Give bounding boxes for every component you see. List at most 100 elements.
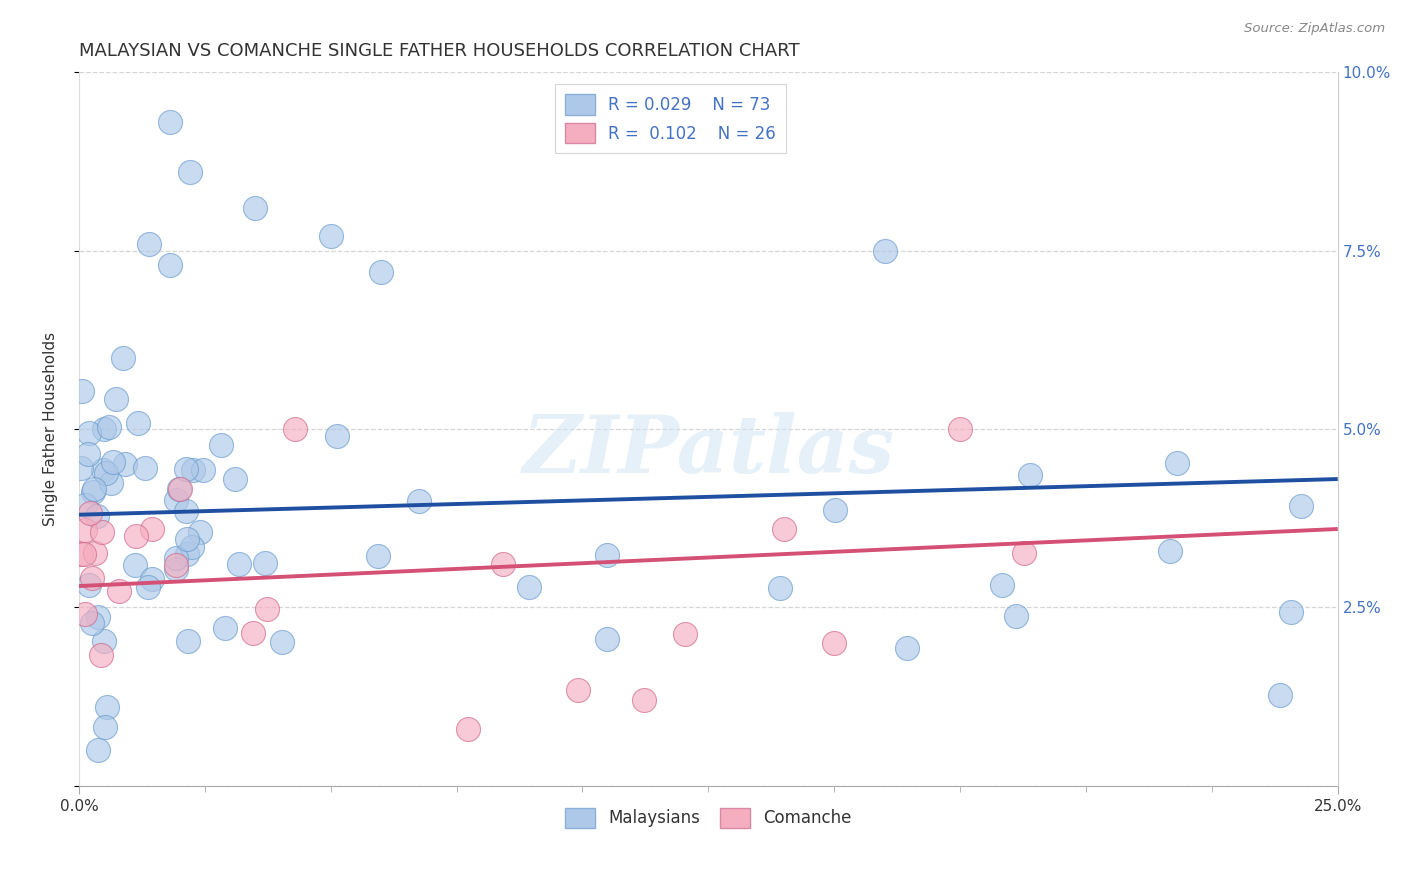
Point [823, 636, 845, 650]
Text: ZIPatlas: ZIPatlas [522, 412, 894, 489]
Point [517, 580, 540, 594]
Point [73, 547, 96, 561]
Point [93, 422, 115, 436]
Point [1005, 608, 1028, 623]
Point [167, 482, 190, 496]
Point [370, 265, 392, 279]
Point [949, 422, 972, 436]
Point [75, 607, 97, 621]
Point [177, 634, 200, 648]
Point [79, 506, 101, 520]
Point [773, 522, 796, 536]
Point [176, 532, 198, 546]
Point [873, 244, 896, 258]
Point [94, 467, 117, 481]
Point [1289, 499, 1312, 513]
Point [181, 463, 204, 477]
Point [97, 419, 120, 434]
Legend: Malaysians, Comanche: Malaysians, Comanche [558, 801, 859, 835]
Point [214, 621, 236, 635]
Point [79, 578, 101, 592]
Point [112, 351, 135, 365]
Point [141, 522, 163, 536]
Point [319, 229, 342, 244]
Point [193, 463, 215, 477]
Point [165, 493, 187, 508]
Point [256, 602, 278, 616]
Point [77, 447, 100, 461]
Point [138, 236, 160, 251]
Point [284, 422, 307, 436]
Point [567, 683, 589, 698]
Text: MALAYSIAN VS COMANCHE SINGLE FATHER HOUSEHOLDS CORRELATION CHART: MALAYSIAN VS COMANCHE SINGLE FATHER HOUS… [79, 42, 800, 60]
Point [824, 503, 846, 517]
Point [991, 577, 1014, 591]
Point [108, 584, 131, 599]
Point [457, 722, 479, 736]
Point [159, 115, 181, 129]
Point [91, 524, 114, 539]
Point [165, 558, 187, 573]
Point [86, 509, 108, 524]
Point [141, 572, 163, 586]
Point [82, 484, 104, 499]
Point [127, 416, 149, 430]
Point [228, 557, 250, 571]
Point [165, 550, 187, 565]
Point [242, 625, 264, 640]
Point [91, 463, 114, 477]
Point [254, 556, 277, 570]
Point [188, 524, 211, 539]
Point [174, 462, 197, 476]
Point [165, 562, 187, 576]
Point [82, 571, 104, 585]
Point [169, 482, 191, 496]
Point [1019, 468, 1042, 483]
Point [596, 548, 619, 562]
Y-axis label: Single Father Households: Single Father Households [44, 332, 58, 526]
Point [367, 549, 389, 563]
Point [673, 626, 696, 640]
Point [84, 546, 107, 560]
Point [96, 700, 118, 714]
Point [70, 547, 93, 561]
Point [124, 558, 146, 573]
Point [73, 498, 96, 512]
Point [136, 580, 159, 594]
Point [896, 640, 918, 655]
Point [769, 582, 792, 596]
Point [596, 632, 619, 646]
Point [1012, 546, 1035, 560]
Point [211, 437, 233, 451]
Point [103, 455, 125, 469]
Point [134, 461, 156, 475]
Point [77, 425, 100, 440]
Point [633, 693, 655, 707]
Point [325, 428, 347, 442]
Point [104, 392, 127, 406]
Point [93, 633, 115, 648]
Point [181, 540, 204, 554]
Point [87, 609, 110, 624]
Point [90, 648, 112, 662]
Point [125, 529, 148, 543]
Point [70, 384, 93, 398]
Point [174, 504, 197, 518]
Point [159, 258, 181, 272]
Point [224, 472, 246, 486]
Point [270, 634, 292, 648]
Point [70, 461, 93, 475]
Point [243, 201, 266, 215]
Point [179, 165, 201, 179]
Point [408, 494, 430, 508]
Point [100, 475, 122, 490]
Point [176, 547, 198, 561]
Point [114, 457, 136, 471]
Point [94, 720, 117, 734]
Point [1166, 456, 1188, 470]
Point [83, 483, 105, 497]
Point [87, 743, 110, 757]
Point [1268, 688, 1291, 702]
Point [492, 557, 515, 571]
Point [1279, 605, 1302, 619]
